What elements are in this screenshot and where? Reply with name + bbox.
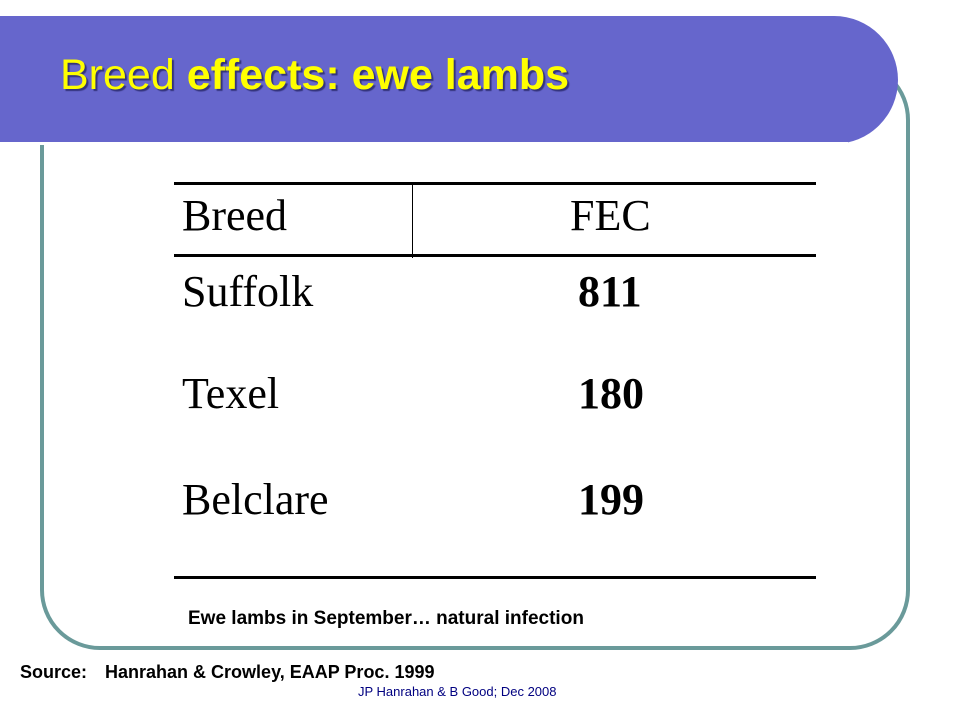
table-bottom-rule <box>174 576 816 579</box>
table-top-rule <box>174 182 816 185</box>
breed-fec-table: Breed FEC Suffolk 811 Texel 180 Belclare… <box>174 182 816 582</box>
slide-title-part2: effects: ewe lambs <box>186 51 570 99</box>
row-breed-suffolk: Suffolk <box>182 267 314 316</box>
slide-title-part1: Breed <box>60 51 187 99</box>
source-text: Hanrahan & Crowley, EAAP Proc. 1999 <box>105 662 435 682</box>
row-breed-belclare: Belclare <box>182 475 329 524</box>
title-bar <box>0 16 898 145</box>
table-header-divider <box>412 182 413 258</box>
table-header-rule <box>174 254 816 257</box>
header-breed: Breed <box>182 191 288 240</box>
slide-footer: JP Hanrahan & B Good; Dec 2008 <box>358 684 557 699</box>
content-frame <box>40 60 910 650</box>
source-citation: Source: Hanrahan & Crowley, EAAP Proc. 19… <box>20 662 435 683</box>
header-fec: FEC <box>570 191 651 240</box>
table-caption: Ewe lambs in September… natural infectio… <box>188 608 584 629</box>
row-fec-texel: 180 <box>578 369 644 418</box>
slide-title: Breed effects: ewe lambs <box>60 47 569 103</box>
title-underline <box>0 142 848 145</box>
row-breed-texel: Texel <box>182 369 280 418</box>
row-fec-belclare: 199 <box>578 475 644 524</box>
source-label: Source: <box>20 662 88 682</box>
row-fec-suffolk: 811 <box>578 267 642 316</box>
